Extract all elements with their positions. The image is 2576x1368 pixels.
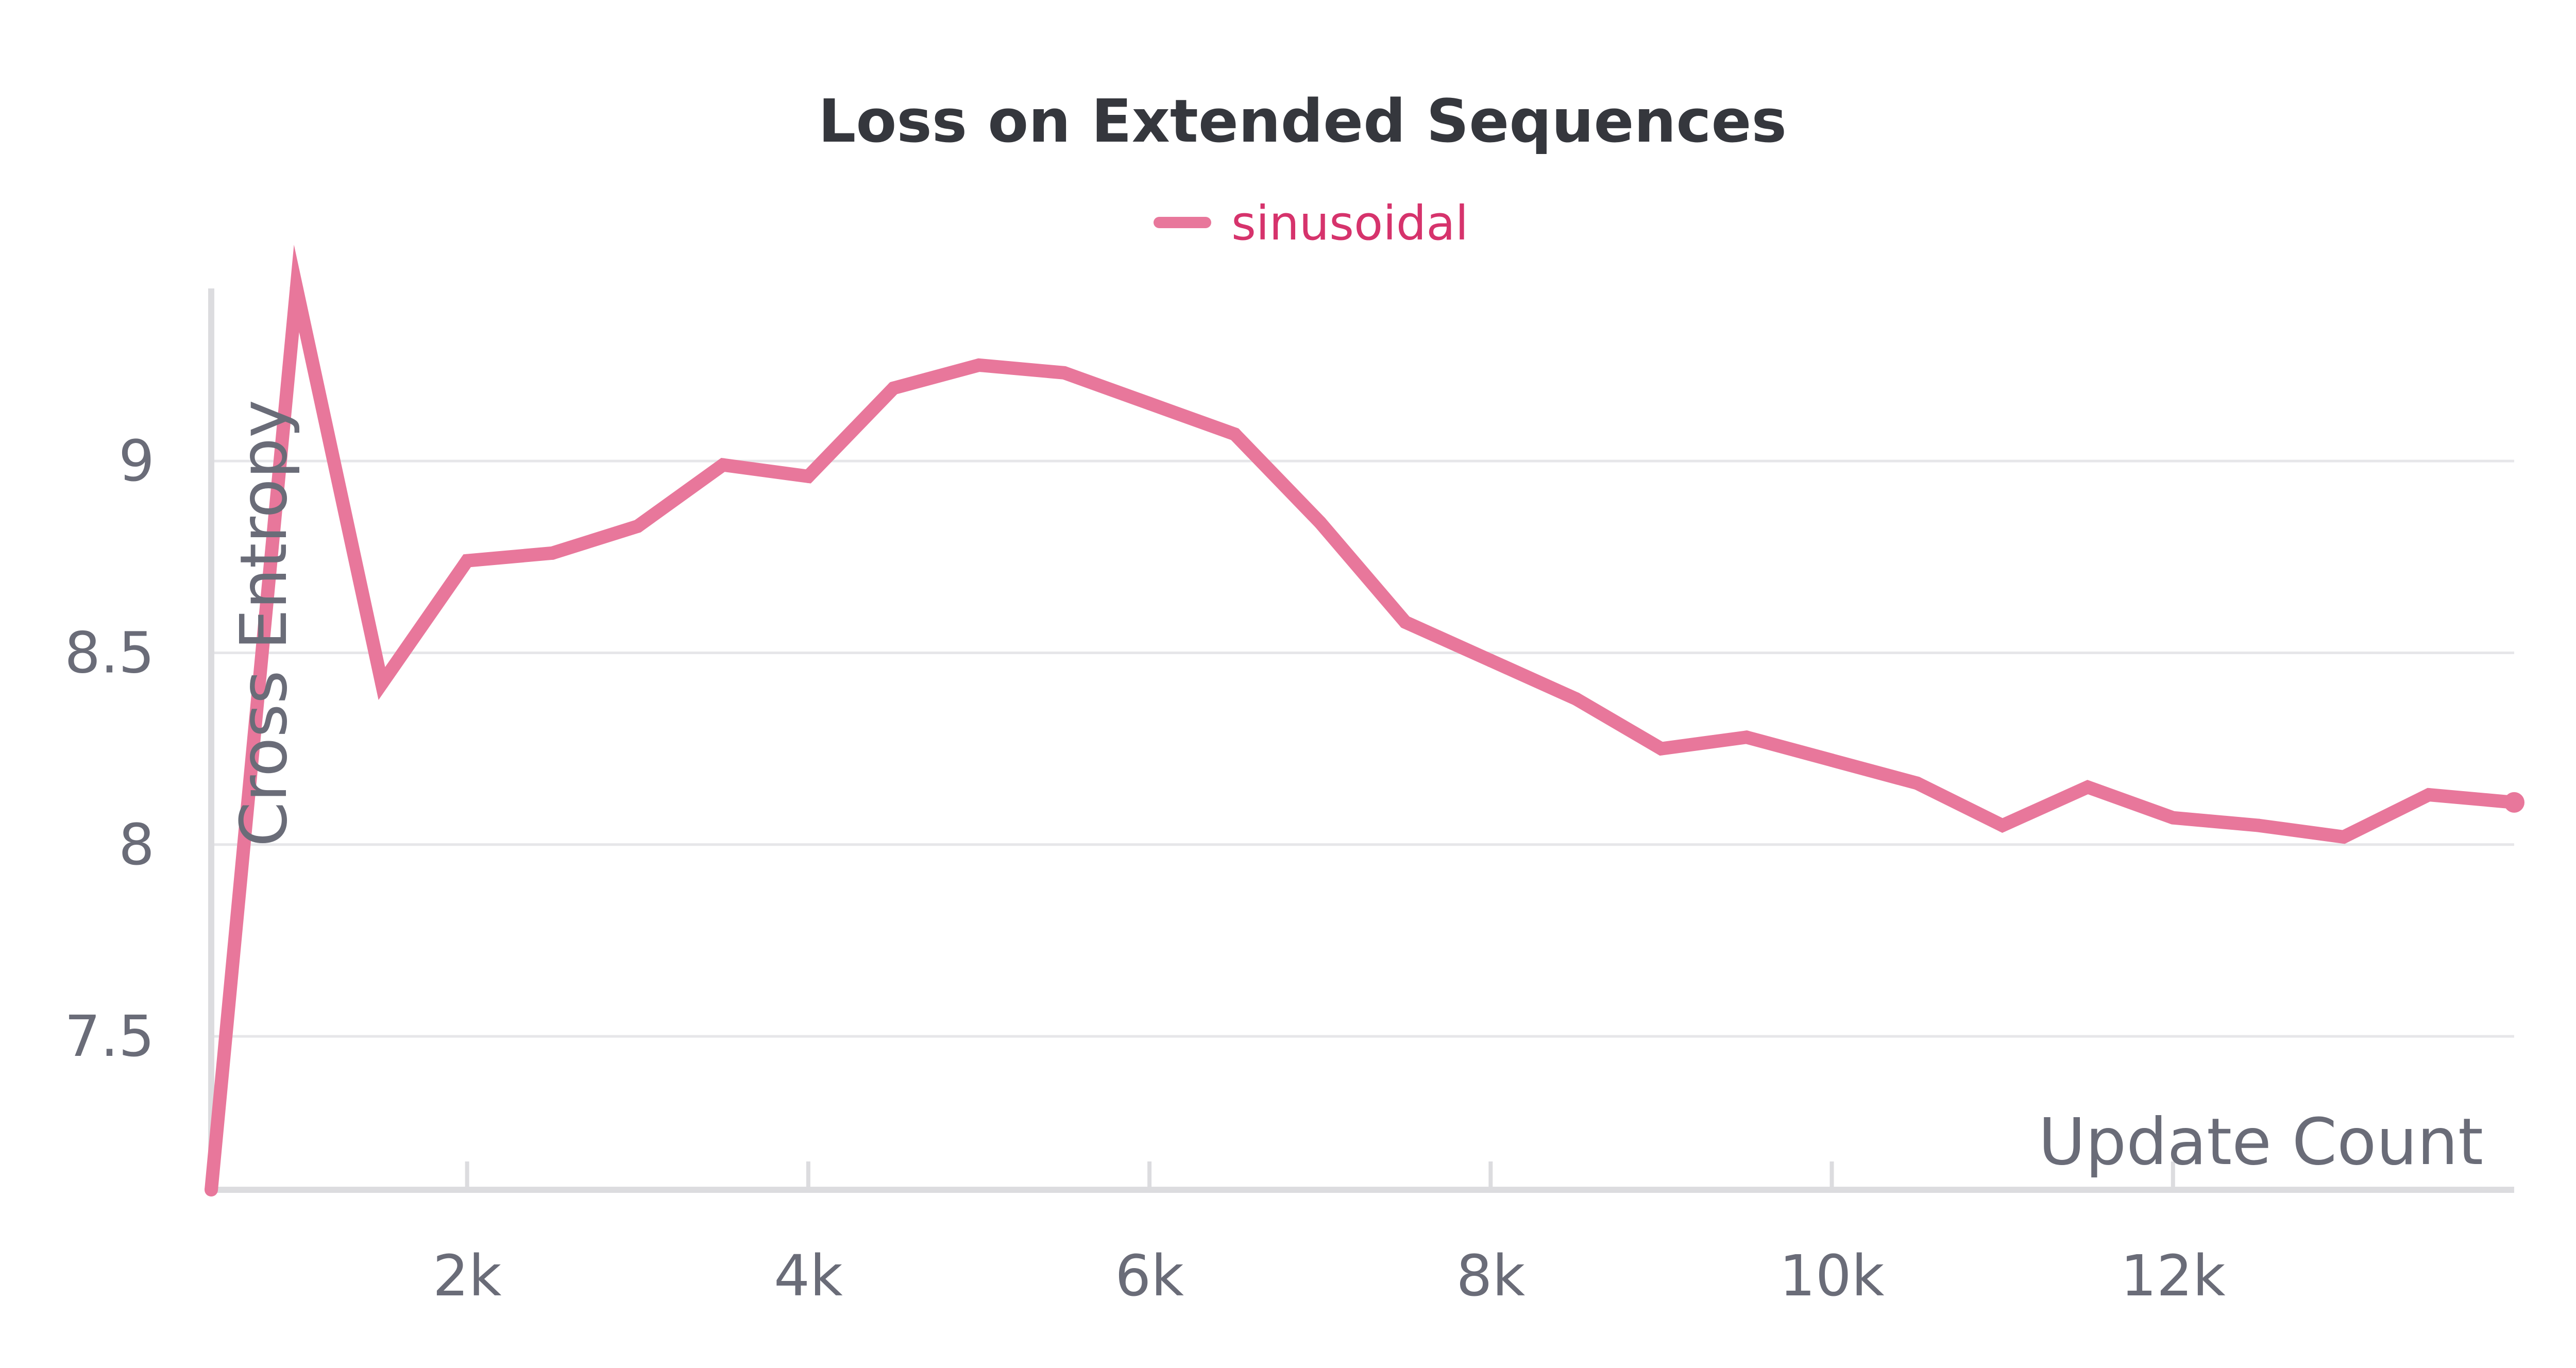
data-point	[631, 519, 645, 533]
series-line-sinusoidal	[205, 245, 2515, 1191]
data-point	[716, 458, 730, 472]
y-tick-label: 9	[118, 428, 155, 494]
data-point	[1313, 516, 1327, 529]
grid	[211, 459, 2514, 1038]
y-tick-label: 8.5	[64, 620, 155, 686]
data-point	[972, 358, 986, 372]
x-tick-label: 10k	[1780, 1243, 1885, 1309]
data-point	[2251, 818, 2265, 832]
x-tick-label: 2k	[433, 1243, 502, 1309]
data-point	[1825, 753, 1839, 767]
x-tick-label: 12k	[2121, 1243, 2226, 1309]
data-point	[2081, 780, 2095, 794]
x-tick-label: 4k	[774, 1243, 843, 1309]
data-point	[460, 554, 474, 568]
data-point	[1654, 742, 1668, 756]
data-point	[1143, 397, 1157, 411]
data-point	[1569, 692, 1583, 706]
data-point	[2336, 830, 2350, 844]
labels: 7.5 8 8.5 9 2k 4k 6k 8k 10k 12k Update Count Cross …	[64, 400, 2483, 1309]
data-point	[887, 381, 901, 395]
data-point	[1995, 818, 2009, 832]
data-point	[1057, 366, 1071, 380]
data-point	[1228, 427, 1242, 441]
x-tick-label: 8k	[1456, 1243, 1525, 1309]
legend: sinusoidal	[1154, 196, 1468, 251]
x-axis-label: Update Count	[2038, 1105, 2483, 1179]
chart-title: Loss on Extended Sequences	[818, 87, 1787, 156]
data-point	[801, 469, 815, 483]
y-tick-label: 7.5	[64, 1003, 155, 1069]
plot-area	[205, 245, 2524, 1196]
y-tick-label: 8	[118, 812, 155, 878]
data-point	[205, 1183, 218, 1196]
data-point	[375, 677, 389, 691]
data-point	[1740, 730, 1753, 744]
data-point	[1398, 615, 1412, 629]
data-point	[2504, 792, 2524, 813]
data-point	[290, 282, 303, 295]
legend-label-sinusoidal: sinusoidal	[1231, 196, 1468, 251]
data-point	[546, 546, 560, 560]
data-point	[2422, 788, 2436, 801]
data-point	[1484, 654, 1498, 668]
axes	[208, 288, 2514, 1193]
y-axis-label: Cross Entropy	[227, 400, 301, 847]
data-point	[2166, 811, 2180, 825]
data-point	[1910, 776, 1924, 790]
x-tick-label: 6k	[1115, 1243, 1184, 1309]
